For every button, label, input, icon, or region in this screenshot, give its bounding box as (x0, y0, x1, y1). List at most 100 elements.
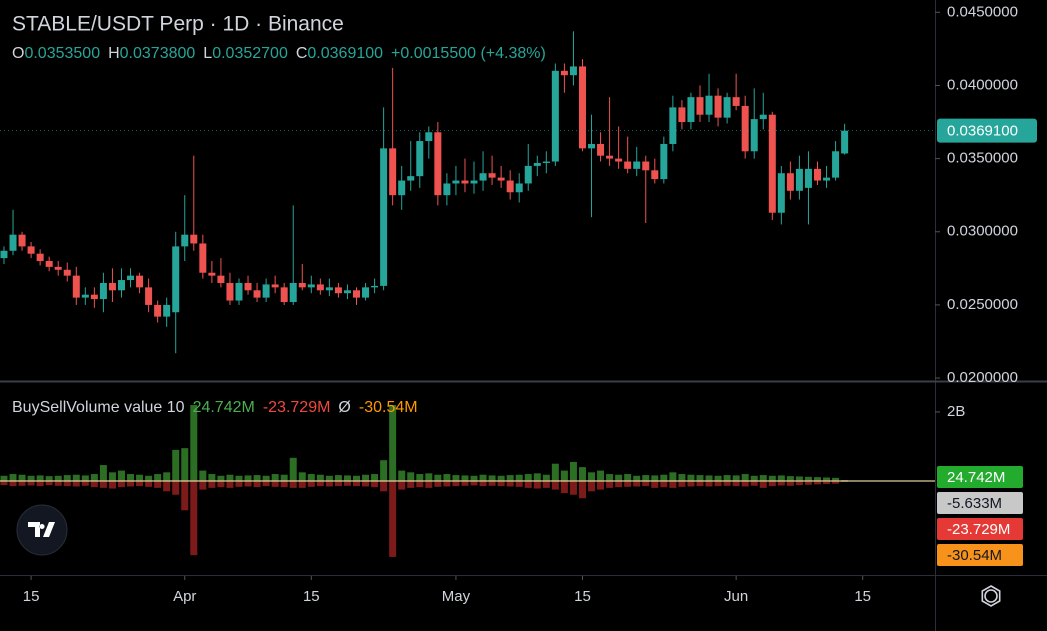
candle-body (407, 176, 415, 181)
volume-bar (823, 477, 831, 481)
volume-bar (18, 474, 26, 481)
volume-bar (515, 474, 523, 481)
candle-body (624, 161, 632, 169)
y-tick-label: 0.0400000 (947, 76, 1018, 93)
candle-body (578, 66, 586, 149)
volume-bar (443, 480, 451, 487)
candle-body (307, 284, 315, 288)
scale-badge (937, 492, 1023, 514)
candle-body (235, 282, 243, 301)
candle-body (380, 148, 388, 286)
y-tick-label: 0.0350000 (947, 150, 1018, 167)
candle-body (298, 282, 306, 288)
candle-body (9, 234, 17, 251)
candle-body (551, 70, 559, 162)
volume-bar (208, 474, 216, 481)
readout: -23.729M (263, 399, 331, 416)
volume-bar (777, 475, 785, 481)
candle-body (597, 143, 605, 156)
candle-body (470, 180, 478, 184)
y-tick-label: 0.0300000 (947, 223, 1018, 240)
x-tick-label: 15 (23, 588, 40, 605)
volume-bar (560, 480, 568, 494)
volume-bar (127, 474, 135, 481)
volume-bar (687, 480, 695, 487)
volume-bar (488, 475, 496, 481)
volume-bar (54, 480, 62, 486)
volume-bar (615, 474, 623, 481)
candle-body (723, 97, 731, 118)
volume-bar (669, 472, 677, 481)
volume-bar (325, 475, 333, 481)
volume-bar (217, 475, 225, 481)
volume-bar (470, 475, 478, 481)
candle-body (642, 161, 650, 171)
volume-bar (578, 480, 586, 499)
volume-bar (750, 480, 758, 486)
volume-bar (362, 480, 370, 487)
ohlc-key: O (12, 45, 24, 62)
volume-bar (54, 475, 62, 481)
volume-bar (804, 476, 812, 481)
ohlc-value: 0.0369100 (307, 45, 383, 62)
volume-bar (524, 480, 532, 488)
volume-bar (9, 474, 17, 481)
candle-body (569, 66, 577, 76)
candle-body (488, 173, 496, 178)
chart-title: STABLE/USDT Perp · 1D · Binance (12, 13, 344, 36)
candle-body (262, 284, 270, 298)
volume-bar (72, 480, 80, 487)
ohlc-value: 0.0353500 (24, 45, 100, 62)
volume-bar (45, 476, 53, 481)
volume-bar (389, 480, 397, 557)
y-tick-label: 2B (947, 403, 965, 420)
candle-body (253, 290, 261, 298)
candle-body (362, 287, 370, 298)
candle-body (45, 261, 53, 267)
volume-bar (678, 474, 686, 481)
volume-bar (343, 475, 351, 481)
volume-bar (786, 476, 794, 481)
volume-bar (506, 480, 514, 487)
gear[interactable] (984, 589, 998, 603)
candle-body (542, 161, 550, 163)
volume-bar (172, 480, 180, 495)
logo[interactable] (16, 504, 68, 556)
ohlc-legend: O0.0353500 H0.0373800 L0.0352700 C0.0369100… (12, 45, 546, 62)
volume-bar (235, 475, 243, 481)
logo-circle[interactable] (16, 504, 68, 556)
volume-bar (90, 480, 98, 488)
gear-outline[interactable] (981, 585, 1001, 607)
candle-body (416, 141, 424, 177)
volume-bar (569, 461, 577, 481)
volume-bar (832, 477, 840, 481)
ohlc-value: 0.0373800 (120, 45, 196, 62)
volume-bar (416, 474, 424, 481)
candle-body (90, 294, 98, 300)
volume-bar (642, 480, 650, 487)
volume-bar (181, 448, 189, 481)
volume-bar (696, 480, 704, 487)
volume-bar (226, 474, 234, 481)
logo-mark[interactable] (28, 522, 55, 537)
settings-button[interactable] (981, 585, 1001, 607)
volume-bar (262, 480, 270, 487)
volume-bar (407, 480, 415, 488)
volume-bar (271, 474, 279, 481)
scale-badge-label: -30.54M (947, 547, 1002, 564)
volume-bar (172, 449, 180, 481)
candle-body (316, 284, 324, 291)
candle-body (651, 170, 659, 180)
volume-bar (81, 475, 89, 481)
ohlc-key: C (296, 45, 308, 62)
volume-bar (768, 475, 776, 481)
volume-bar (117, 470, 125, 481)
candle-body (669, 107, 677, 144)
volume-bar (497, 475, 505, 481)
candle-body (687, 97, 695, 123)
candle-body (217, 275, 225, 283)
x-tick-label: 15 (574, 588, 591, 605)
volume-bar (533, 480, 541, 489)
candle-body (832, 151, 840, 178)
candle-body (741, 105, 749, 152)
